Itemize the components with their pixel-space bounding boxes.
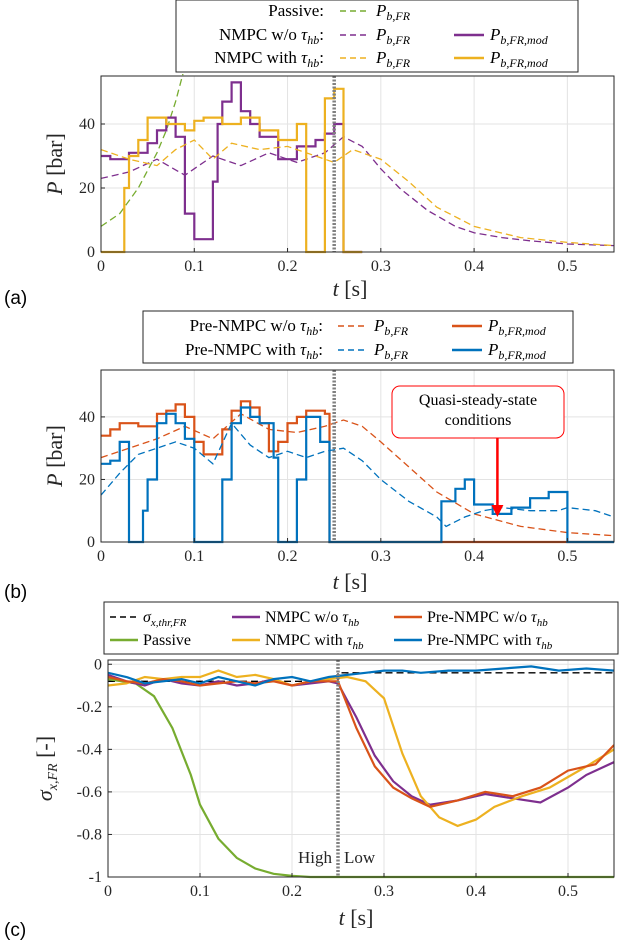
legend-entry-label: Pb,FR,mod [489,48,549,70]
annotation-text: conditions [445,412,512,429]
legend-box-c [103,601,619,655]
y-tick-label: 40 [79,116,95,133]
low-friction-label: Low [344,848,376,867]
panel-label: (a) [4,288,27,309]
legend-row-label: NMPC w/o τhb: [219,25,324,47]
y-tick-label: -0.4 [77,741,102,758]
series-line-pre_wo-solid [108,675,614,808]
x-tick-label: 0.4 [464,258,484,275]
series-line-nmpc_wo-solid [101,81,363,254]
legend-row-label: NMPC with τhb: [214,48,324,70]
y-axis-label: P [bar] [42,133,67,196]
legend-entry-label: Pb,FR,mod [489,25,549,47]
y-tick-label: -1 [89,869,102,886]
legend-box-b [142,310,574,364]
x-axis-label: t [s] [333,569,368,594]
y-tick-label: -0.6 [77,784,102,801]
plot-frame [100,369,615,543]
series-line-pre_with-dashed [101,422,614,528]
y-tick-label: 20 [79,471,95,488]
legend-row-label: Pre-NMPC with τhb: [185,340,323,362]
x-tick-label: 0 [97,548,105,565]
x-tick-label: 0.3 [374,883,394,900]
series-line-nmpc_with-solid [101,87,363,254]
y-tick-label: -0.8 [77,826,102,843]
x-tick-label: 0.3 [371,548,391,565]
series-line-pre_with-solid [101,406,614,544]
legend-row-label: Pre-NMPC w/o τhb: [190,316,323,338]
legend-entry-label: Pb,FR,mod [487,340,547,362]
panel-label: (c) [4,920,26,941]
x-tick-label: 0 [104,883,112,900]
high-friction-label: High [298,848,333,867]
x-tick-label: 0.5 [558,883,578,900]
x-tick-label: 0.4 [464,548,484,565]
series-line-nmpc_with-solid [108,669,614,828]
y-axis-label: σx,FR [-] [32,736,61,801]
y-axis-label: P [bar] [42,425,67,488]
series-line-nmpc_wo-dashed [101,136,614,247]
x-tick-label: 0.2 [282,883,302,900]
x-tick-label: 0.1 [184,258,204,275]
panel-1: 0 0.1 0.2 0.3 0.4 0.5 0 20 40 t [s] P [bar] (b) Quas… [4,369,615,603]
panel-0: 0 0.1 0.2 0.3 0.4 0.5 0 20 40 t [s] P [bar] (a) [4,74,615,309]
legend-entry-label: σx,thr,FR [143,609,187,629]
panel-2: 0 0.1 0.2 0.3 0.4 0.5 0 -0.2 -0.4 -0.6 -0.8 -1 t [s]… [4,656,615,941]
x-tick-label: 0.2 [278,548,298,565]
x-tick-label: 0.1 [184,548,204,565]
y-tick-label: 0 [87,244,95,261]
legend-row-label: Passive: [268,1,324,20]
y-tick-label: -0.2 [77,699,102,716]
y-tick-label: 20 [79,180,95,197]
legend-entry-label: Pb,FR,mod [487,316,547,338]
series-line-nmpc_with-dashed [101,139,614,247]
series-line-pre_with-solid [108,665,614,687]
legend-entry-label: Pb,FR [375,1,411,23]
plot-frame [100,75,615,253]
annotation-text: Quasi-steady-state [419,392,537,409]
panel-label: (b) [4,582,27,603]
y-tick-label: 0 [87,534,95,551]
legend-box-a [175,0,579,73]
x-axis-label: t [s] [333,276,368,301]
y-tick-label: 40 [79,409,95,426]
x-tick-label: 0 [97,258,105,275]
legend-entry-label: Pb,FR [375,25,411,47]
legend-entry-label: Passive [143,632,191,649]
plot-frame [107,659,615,878]
annotation-box [391,385,565,439]
legend-entry-label: Pre-NMPC with τhb [427,632,553,652]
y-tick-label: 0 [94,656,102,673]
x-tick-label: 0.1 [190,883,210,900]
legend-entry-label: Pre-NMPC w/o τhb [427,609,548,629]
series-line-passive-dashed [101,74,184,227]
legend-entry-label: Pb,FR [375,48,411,70]
x-tick-label: 0.4 [466,883,486,900]
legend-entry-label: Pb,FR [373,316,409,338]
x-axis-label: t [s] [339,905,374,930]
x-tick-label: 0.5 [557,258,577,275]
legend-entry-label: NMPC with τhb [265,632,364,652]
legend-entry-label: NMPC w/o τhb [265,609,360,629]
legend-entry-label: Pb,FR [373,340,409,362]
x-tick-label: 0.3 [371,258,391,275]
x-tick-label: 0.2 [278,258,298,275]
x-tick-label: 0.5 [557,548,577,565]
annotation-arrow-head [491,504,504,517]
